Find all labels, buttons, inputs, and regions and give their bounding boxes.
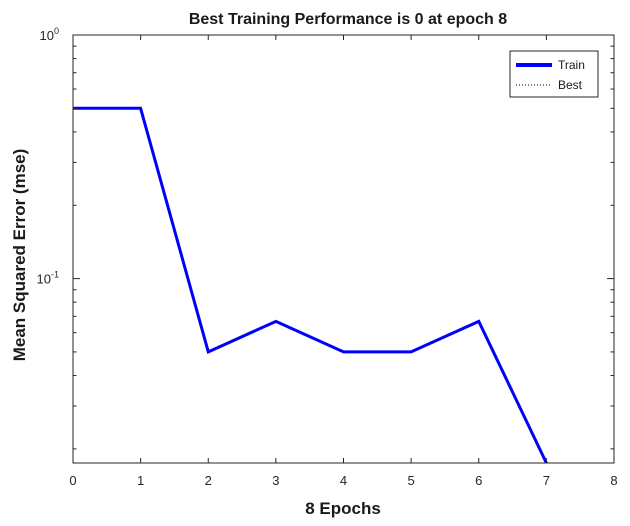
chart-title: Best Training Performance is 0 at epoch … bbox=[189, 11, 507, 28]
x-tick-label: 3 bbox=[272, 473, 279, 488]
x-axis-label: 8 Epochs bbox=[305, 499, 381, 518]
y-tick-base: 10 bbox=[37, 272, 51, 287]
y-tick-label: 10-1 bbox=[37, 270, 59, 287]
x-tick-label: 8 bbox=[610, 473, 617, 488]
x-tick-label: 7 bbox=[543, 473, 550, 488]
legend-box bbox=[509, 50, 599, 98]
y-tick-base: 10 bbox=[40, 28, 54, 43]
y-tick-exponent: 0 bbox=[54, 26, 59, 36]
y-axis-label: Mean Squared Error (mse) bbox=[10, 149, 29, 362]
x-tick-label: 2 bbox=[205, 473, 212, 488]
x-tick-label: 5 bbox=[408, 473, 415, 488]
y-tick-exponent: -1 bbox=[51, 270, 59, 280]
x-tick-label: 6 bbox=[475, 473, 482, 488]
legend-label-best: Best bbox=[558, 78, 583, 92]
x-tick-label: 4 bbox=[340, 473, 347, 488]
x-tick-label: 0 bbox=[69, 473, 76, 488]
legend-label-train: Train bbox=[558, 58, 585, 72]
plot-frame bbox=[72, 34, 615, 464]
series-line-train bbox=[73, 106, 548, 463]
x-tick-label: 1 bbox=[137, 473, 144, 488]
plot-area bbox=[72, 34, 615, 464]
y-tick-label: 100 bbox=[40, 26, 59, 43]
legend: Train Best bbox=[509, 50, 599, 98]
